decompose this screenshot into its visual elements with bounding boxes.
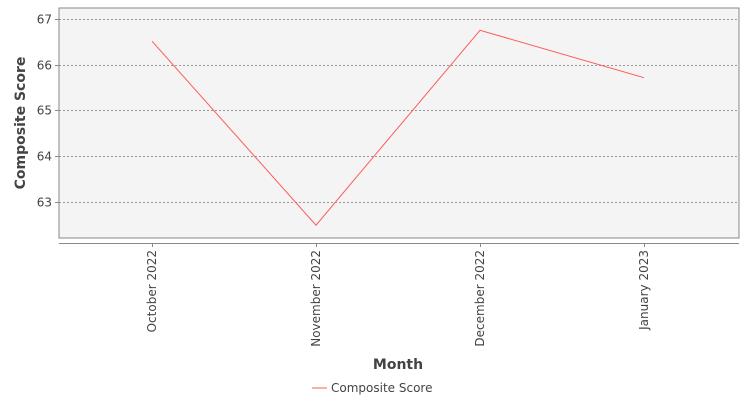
x-tick-label: October 2022: [145, 250, 159, 332]
legend-label: Composite Score: [331, 381, 432, 395]
y-tick-label: 66: [37, 59, 52, 73]
x-axis: October 2022 November 2022 December 2022 Ja…: [59, 243, 739, 347]
plot-background: [58, 7, 740, 239]
y-axis-title: Composite Score: [13, 57, 29, 190]
x-axis-title: Month: [373, 357, 423, 373]
x-tick-label: November 2022: [309, 250, 323, 347]
y-tick-label: 67: [37, 13, 52, 27]
y-tick-label: 64: [37, 150, 52, 164]
x-tick-label: December 2022: [473, 250, 487, 347]
y-tick-label: 63: [37, 196, 52, 210]
y-tick-label: 65: [37, 104, 52, 118]
y-axis: 63 64 65 66 67: [37, 13, 59, 210]
x-tick-label: January 2023: [637, 250, 651, 331]
legend: Composite Score: [312, 381, 432, 395]
series-line-composite-score: [151, 29, 645, 226]
gridlines: [59, 19, 739, 203]
series-layer: [151, 29, 645, 226]
